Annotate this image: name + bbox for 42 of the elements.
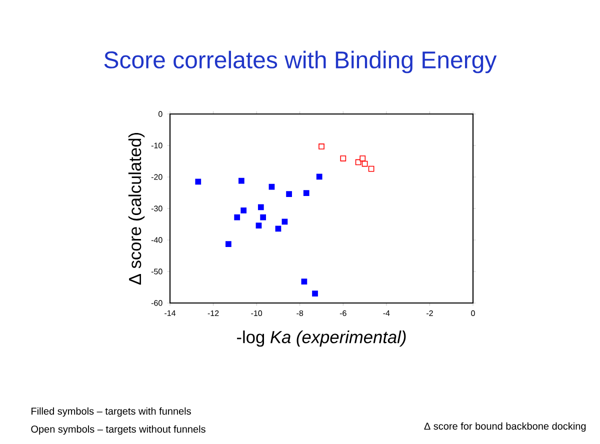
y-tick-label: -50 xyxy=(151,268,162,274)
y-tick-label: -60 xyxy=(151,300,162,306)
point xyxy=(234,214,240,220)
y-axis-title: Δ score (calculated) xyxy=(128,133,145,285)
chart-title: Score correlates with Binding Energy xyxy=(104,50,497,74)
point xyxy=(226,241,232,248)
x-tick-label: 0 xyxy=(471,310,475,316)
point xyxy=(316,174,322,180)
text: Open symbols – targets without funnels xyxy=(31,425,206,435)
x-tick-label: -4 xyxy=(383,310,390,316)
point xyxy=(312,290,318,296)
x-tick-label: -8 xyxy=(296,310,304,316)
x-tick-label: -10 xyxy=(251,310,262,316)
point xyxy=(275,226,282,232)
x-tick-label: -6 xyxy=(340,310,346,316)
x-tick-label: -2 xyxy=(426,310,433,316)
text: Filled symbols – targets with funnels xyxy=(32,407,191,417)
point xyxy=(258,204,264,210)
point xyxy=(360,155,366,162)
point xyxy=(256,222,262,228)
y-tick-label: -40 xyxy=(151,237,162,243)
point xyxy=(368,166,374,172)
x-tick-label: -12 xyxy=(208,310,219,316)
point xyxy=(286,191,292,197)
y-tick-label: -20 xyxy=(151,174,162,180)
point xyxy=(238,178,244,184)
point xyxy=(282,218,288,225)
point xyxy=(301,278,308,285)
x-axis-title: -log Ka (experimental) xyxy=(237,330,406,347)
point xyxy=(260,214,266,220)
point xyxy=(240,207,247,214)
x-tick-label: -14 xyxy=(164,310,176,316)
y-tick-label: 0 xyxy=(158,111,162,117)
point xyxy=(268,184,275,190)
y-tick-label: -10 xyxy=(151,142,162,148)
point xyxy=(362,160,368,167)
text: Δ score for bound backbone docking xyxy=(424,422,586,432)
point xyxy=(303,190,310,196)
point xyxy=(340,155,346,162)
point xyxy=(318,144,324,150)
y-tick-label: -30 xyxy=(151,206,162,212)
point xyxy=(195,178,202,185)
